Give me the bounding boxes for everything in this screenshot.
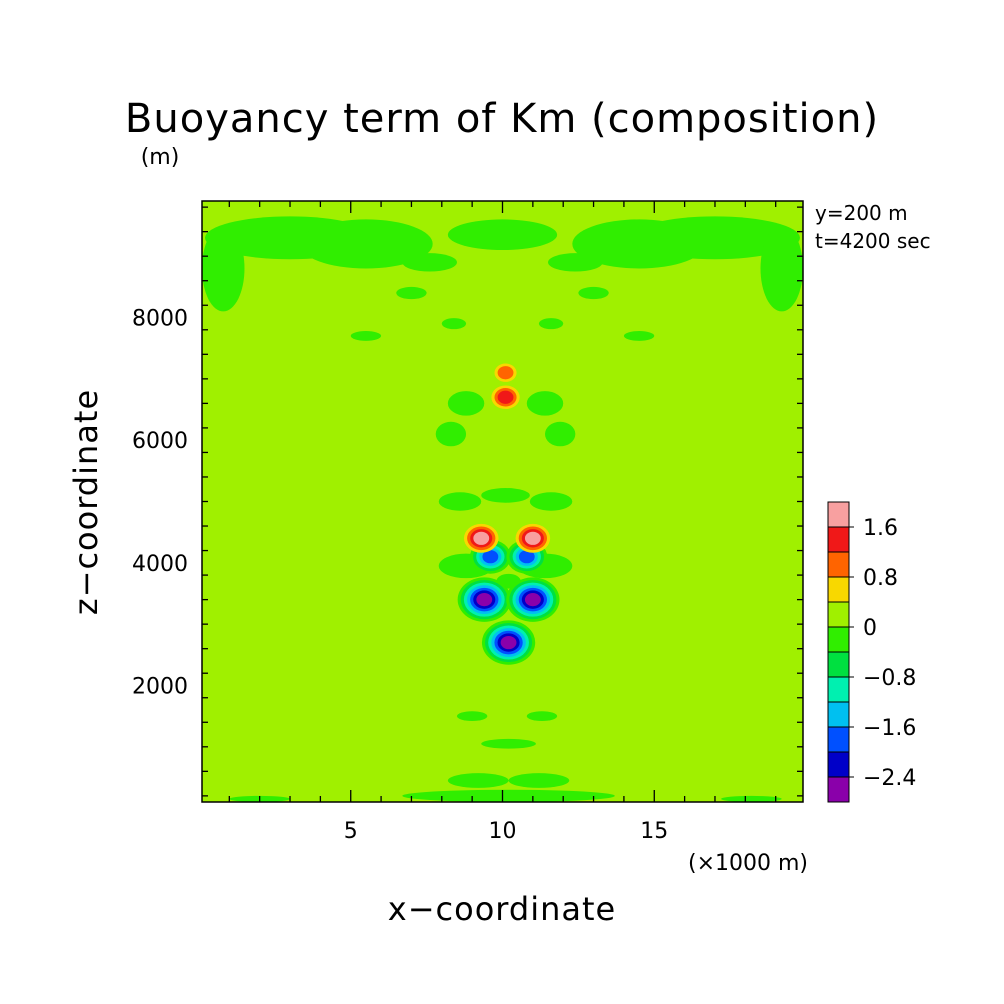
y-tick-label: 2000 <box>132 674 188 699</box>
contour-level-ring <box>476 593 493 607</box>
negative-region-patch <box>526 711 558 722</box>
negative-region-patch <box>481 488 530 503</box>
x-tick-label: 10 <box>489 819 517 844</box>
contour-level-ring <box>500 635 517 650</box>
negative-region-patch <box>350 331 382 341</box>
colorbar-swatch <box>827 676 850 703</box>
contour-level-ring <box>482 550 499 564</box>
colorbar-tick-label: 0.8 <box>863 566 898 591</box>
contour-extremum-minimum <box>457 577 511 622</box>
colorbar-swatch <box>827 701 850 728</box>
negative-region-patch <box>441 318 467 330</box>
y-axis-unit: (m) <box>141 145 180 170</box>
x-axis-ticks: 5 10 15 <box>228 201 777 844</box>
contour-level-ring <box>473 531 490 545</box>
colorbar-swatch <box>827 576 850 603</box>
colorbar-swatch <box>827 601 850 628</box>
contour-level-ring <box>518 550 535 564</box>
colorbar-swatch <box>827 651 850 678</box>
y-tick-label: 4000 <box>132 552 188 577</box>
contour-extremum-minimum <box>506 577 560 622</box>
y-axis-label: z−coordinate <box>67 389 105 615</box>
negative-region-patch <box>435 421 467 447</box>
annotation-time: t=4200 sec <box>815 229 931 253</box>
colorbar-swatch <box>827 626 850 653</box>
contour-extremum-maximum <box>515 523 551 553</box>
negative-region-patch <box>623 331 655 341</box>
negative-region-patch <box>538 318 564 330</box>
contour-level-ring <box>497 366 514 380</box>
x-tick-label: 15 <box>640 819 668 844</box>
negative-region-patch <box>396 286 427 300</box>
negative-region-patch <box>447 219 558 251</box>
colorbar-swatch <box>827 501 850 528</box>
x-axis-label: x−coordinate <box>388 890 616 928</box>
negative-region-patch <box>202 225 245 312</box>
contour-level-ring <box>524 531 541 545</box>
colorbar-tick-label: −1.6 <box>863 716 916 741</box>
x-tick-label: 5 <box>344 819 358 844</box>
negative-region-patch <box>402 253 457 272</box>
colorbar-swatch <box>827 776 850 803</box>
negative-region-patch <box>760 225 803 312</box>
contour-level-ring <box>497 390 514 404</box>
negative-region-patch <box>548 253 603 272</box>
y-tick-label: 6000 <box>132 429 188 454</box>
contour-extremum-maximum <box>463 523 499 553</box>
y-tick-label: 8000 <box>132 307 188 332</box>
annotation-y-location: y=200 m <box>815 201 908 225</box>
colorbar-tick-label: −0.8 <box>863 666 916 691</box>
contour-extremum-minimum <box>481 620 536 665</box>
negative-region-patch <box>481 738 536 749</box>
colorbar-swatch <box>827 726 850 753</box>
chart-title: Buoyancy term of Km (composition) <box>125 96 879 142</box>
colorbar-tick-label: 0 <box>863 616 877 641</box>
negative-region-patch <box>529 492 573 511</box>
colorbar: 1.6 0.8 0 −0.8 −1.6 −2.4 <box>827 501 916 803</box>
negative-region-patch <box>456 711 488 722</box>
negative-region-patch <box>629 216 800 260</box>
negative-region-patch <box>402 789 615 803</box>
colorbar-swatch <box>827 551 850 578</box>
negative-region-patch <box>447 391 485 416</box>
negative-region-patch <box>447 773 509 788</box>
contour-extremum-maximum <box>494 363 517 382</box>
colorbar-swatch <box>827 751 850 778</box>
negative-region-patch <box>526 391 564 416</box>
negative-region-patch <box>508 773 570 788</box>
contour-level-ring <box>524 593 541 607</box>
colorbar-swatch <box>827 526 850 553</box>
negative-region-patch <box>721 795 782 802</box>
colorbar-tick-label: 1.6 <box>863 516 898 541</box>
contour-extremum-maximum <box>491 385 520 410</box>
colorbar-tick-label: −2.4 <box>863 766 916 791</box>
negative-region-patch <box>578 286 609 300</box>
negative-region-patch <box>299 219 433 269</box>
negative-region-patch <box>438 492 482 511</box>
y-axis-ticks: 2000 4000 6000 8000 <box>132 206 803 797</box>
x-axis-unit: (×1000 m) <box>688 851 808 876</box>
negative-region-patch <box>544 421 576 447</box>
plot-area <box>201 200 804 803</box>
